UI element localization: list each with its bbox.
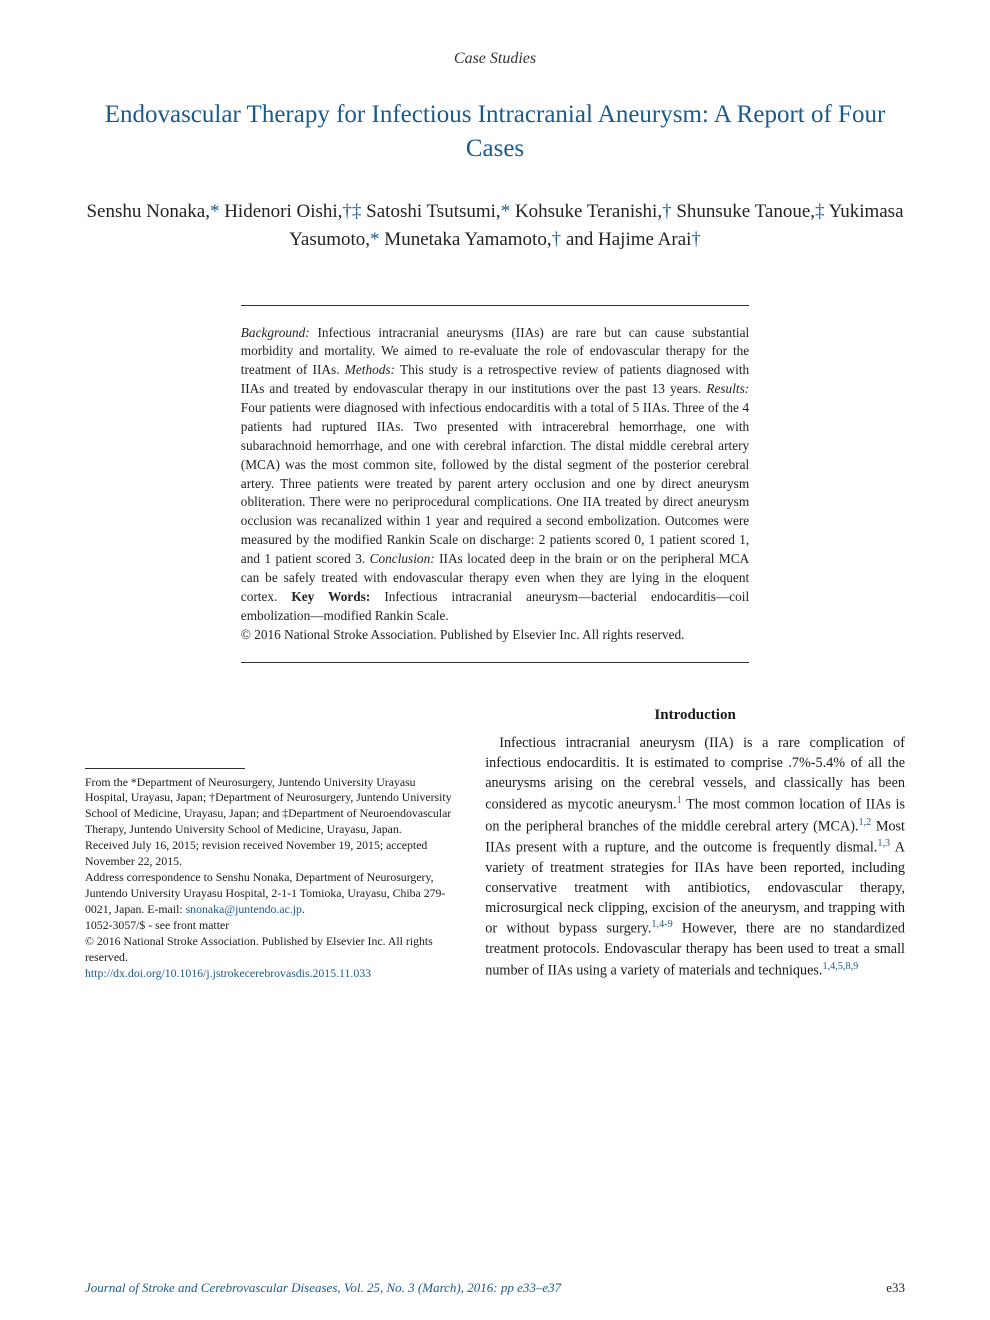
journal-citation: Journal of Stroke and Cerebrovascular Di…	[85, 1280, 561, 1296]
authors-block: Senshu Nonaka,* Hidenori Oishi,†‡ Satosh…	[85, 198, 905, 255]
right-column: Introduction Infectious intracranial ane…	[485, 703, 905, 981]
abstract-background-label: Background:	[241, 325, 310, 340]
abstract-keywords-label: Key Words:	[291, 589, 370, 604]
footnotes-rule	[85, 768, 245, 775]
case-studies-label: Case Studies	[85, 50, 905, 68]
abstract-copyright: © 2016 National Stroke Association. Publ…	[241, 627, 685, 642]
two-column-region: From the *Department of Neurosurgery, Ju…	[85, 703, 905, 981]
abstract-results-label: Results:	[706, 381, 749, 396]
left-column: From the *Department of Neurosurgery, Ju…	[85, 703, 457, 981]
footnotes-block: From the *Department of Neurosurgery, Ju…	[85, 775, 457, 982]
correspondence-email-link[interactable]: snonaka@juntendo.ac.jp	[186, 902, 302, 916]
abstract-body: Background: Infectious intracranial aneu…	[241, 324, 749, 645]
citation-ref-5[interactable]: 1,4,5,8,9	[822, 961, 858, 972]
footnote-address-period: .	[302, 902, 305, 916]
introduction-paragraph: Infectious intracranial aneurysm (IIA) i…	[485, 734, 905, 981]
footnote-issn: 1052-3057/$ - see front matter	[85, 918, 457, 934]
introduction-heading: Introduction	[485, 705, 905, 726]
footnote-doi: http://dx.doi.org/10.1016/j.jstrokecereb…	[85, 966, 457, 982]
abstract-methods-label: Methods:	[345, 362, 395, 377]
footnote-received: Received July 16, 2015; revision receive…	[85, 838, 457, 870]
page-footer: Journal of Stroke and Cerebrovascular Di…	[85, 1280, 905, 1296]
citation-ref-4[interactable]: 1,4-9	[651, 919, 672, 930]
abstract-conclusion-label: Conclusion:	[370, 551, 435, 566]
footnote-affiliations: From the *Department of Neurosurgery, Ju…	[85, 775, 457, 839]
abstract-rule-top	[241, 305, 749, 306]
article-title: Endovascular Therapy for Infectious Intr…	[85, 98, 905, 166]
footnote-correspondence: Address correspondence to Senshu Nonaka,…	[85, 870, 457, 918]
abstract-results-text: Four patients were diagnosed with infect…	[241, 400, 749, 566]
abstract-rule-bottom	[241, 662, 749, 663]
footnote-copyright: © 2016 National Stroke Association. Publ…	[85, 934, 457, 966]
doi-link[interactable]: http://dx.doi.org/10.1016/j.jstrokecereb…	[85, 966, 371, 980]
citation-ref-2[interactable]: 1,2	[858, 817, 871, 828]
citation-ref-3[interactable]: 1,3	[877, 838, 890, 849]
page-number: e33	[886, 1280, 905, 1296]
